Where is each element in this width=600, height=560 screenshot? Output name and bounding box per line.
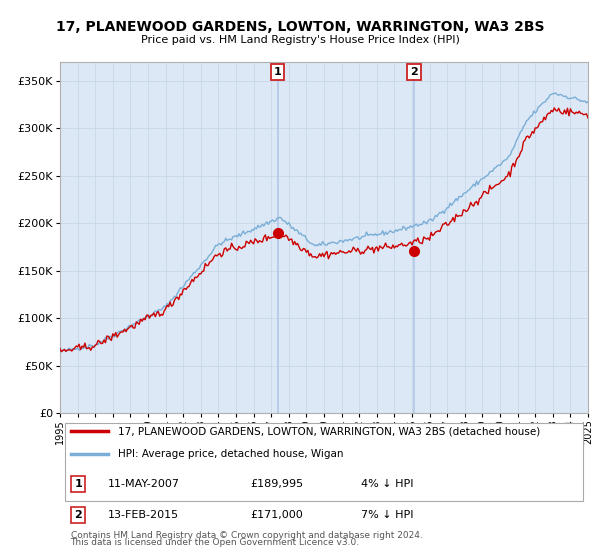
Text: 17, PLANEWOOD GARDENS, LOWTON, WARRINGTON, WA3 2BS: 17, PLANEWOOD GARDENS, LOWTON, WARRINGTO… <box>56 20 544 34</box>
Text: 2: 2 <box>74 510 82 520</box>
Text: This data is licensed under the Open Government Licence v3.0.: This data is licensed under the Open Gov… <box>71 539 359 548</box>
Text: 1: 1 <box>74 479 82 489</box>
Text: 11-MAY-2007: 11-MAY-2007 <box>107 479 179 489</box>
Text: 2: 2 <box>410 67 418 77</box>
Text: Contains HM Land Registry data © Crown copyright and database right 2024.: Contains HM Land Registry data © Crown c… <box>71 531 422 540</box>
Text: £171,000: £171,000 <box>250 510 303 520</box>
Text: 1: 1 <box>274 67 281 77</box>
Text: 4% ↓ HPI: 4% ↓ HPI <box>361 479 413 489</box>
Text: Price paid vs. HM Land Registry's House Price Index (HPI): Price paid vs. HM Land Registry's House … <box>140 35 460 45</box>
FancyBboxPatch shape <box>65 423 583 501</box>
Text: 7% ↓ HPI: 7% ↓ HPI <box>361 510 413 520</box>
Text: HPI: Average price, detached house, Wigan: HPI: Average price, detached house, Wiga… <box>118 449 344 459</box>
Text: 13-FEB-2015: 13-FEB-2015 <box>107 510 179 520</box>
Text: 17, PLANEWOOD GARDENS, LOWTON, WARRINGTON, WA3 2BS (detached house): 17, PLANEWOOD GARDENS, LOWTON, WARRINGTO… <box>118 426 541 436</box>
Text: £189,995: £189,995 <box>250 479 303 489</box>
